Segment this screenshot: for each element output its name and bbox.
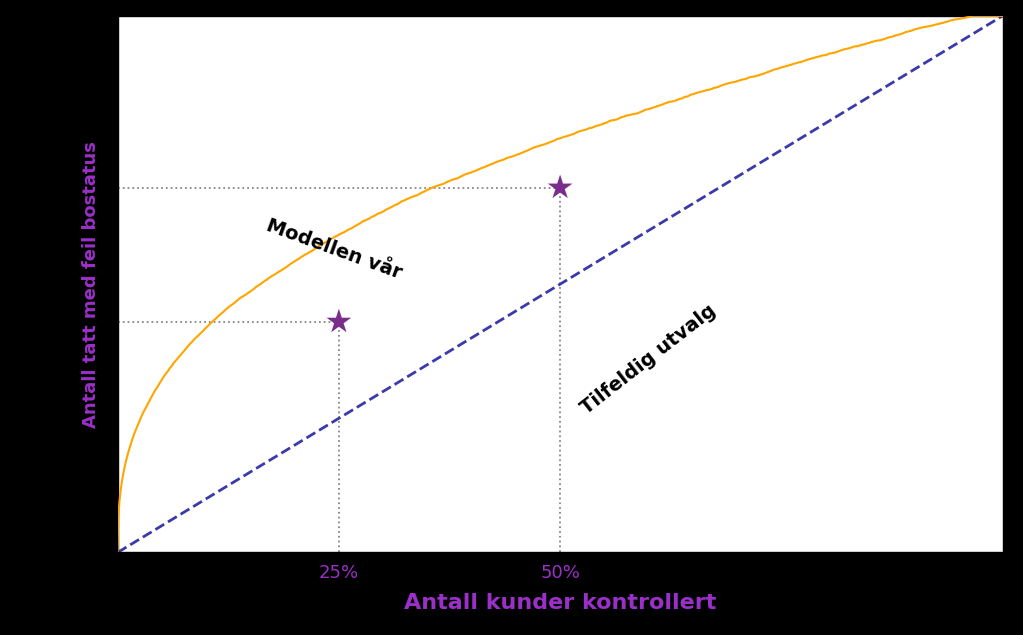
Text: Modellen vår: Modellen vår bbox=[264, 216, 405, 283]
Text: Tilfeldig utvalg: Tilfeldig utvalg bbox=[577, 301, 720, 418]
Point bbox=[330, 317, 347, 327]
X-axis label: Antall kunder kontrollert: Antall kunder kontrollert bbox=[404, 593, 716, 613]
Point bbox=[552, 182, 569, 192]
Y-axis label: Antall tatt med feil bostatus: Antall tatt med feil bostatus bbox=[82, 141, 99, 427]
